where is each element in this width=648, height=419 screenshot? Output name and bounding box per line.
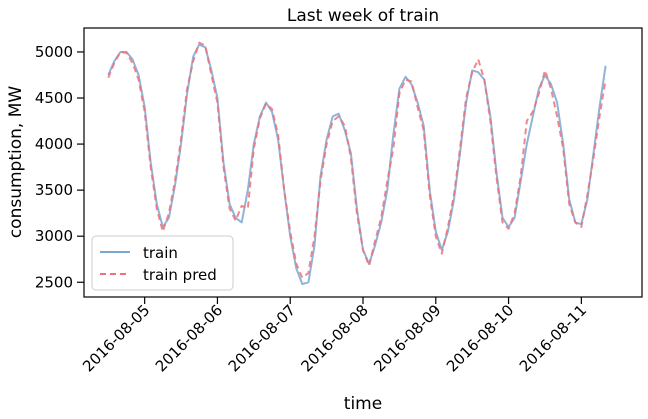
y-tick-label: 2500	[35, 273, 73, 291]
y-tick-label: 5000	[35, 43, 73, 61]
y-tick-label: 4000	[35, 135, 73, 153]
chart-title: Last week of train	[287, 6, 439, 26]
y-tick-label: 3000	[35, 227, 73, 245]
series-layer	[107, 41, 607, 286]
x-tick-label: 2016-08-09	[370, 301, 444, 375]
x-tick-label: 2016-08-07	[225, 301, 299, 375]
x-tick-label: 2016-08-05	[79, 301, 153, 375]
x-tick-label: 2016-08-11	[516, 301, 590, 375]
y-tick-label: 4500	[35, 89, 73, 107]
x-tick-label: 2016-08-10	[443, 301, 517, 375]
plot-frame	[83, 27, 643, 298]
x-axis-label: time	[344, 394, 382, 414]
series-line-train-pred	[107, 41, 607, 279]
legend: train train pred	[91, 235, 234, 291]
legend-box	[91, 235, 234, 291]
legend-label-train: train	[143, 244, 178, 262]
x-tick-label: 2016-08-08	[297, 301, 371, 375]
legend-label-train-pred: train pred	[143, 266, 217, 284]
y-axis-label: consumption, MW	[6, 86, 26, 239]
x-tick-label: 2016-08-06	[152, 301, 226, 375]
y-tick-label: 3500	[35, 181, 73, 199]
